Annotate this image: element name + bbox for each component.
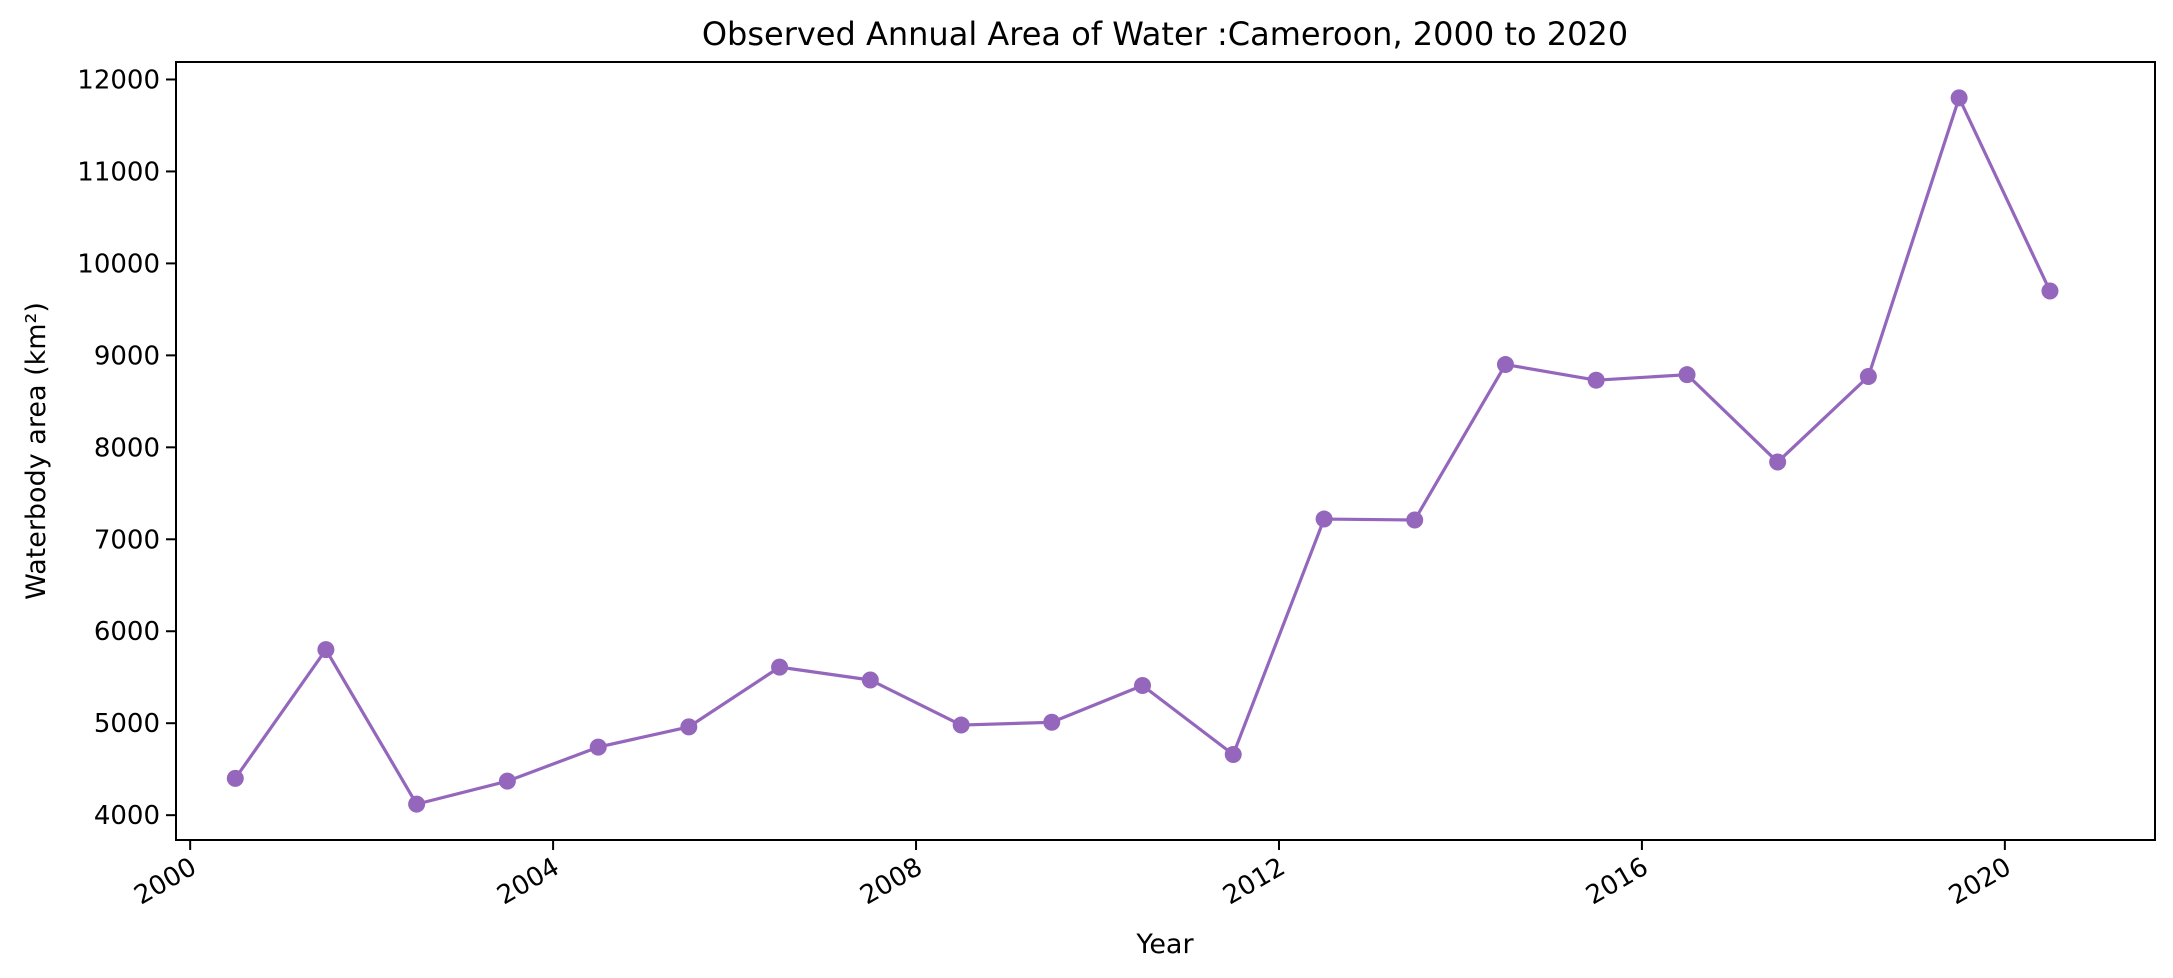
data-point: [680, 718, 698, 736]
y-tick-label: 4000: [94, 801, 160, 831]
data-point: [1496, 356, 1514, 374]
data-point: [408, 795, 426, 813]
data-point: [1043, 713, 1061, 731]
data-point: [589, 738, 607, 756]
data-point: [1134, 677, 1152, 695]
x-tick-label: 2016: [1581, 852, 1653, 911]
x-tick-label: 2000: [129, 852, 201, 911]
y-tick-label: 6000: [94, 617, 160, 647]
chart-title: Observed Annual Area of Water :Cameroon,…: [702, 15, 1628, 53]
data-point: [2041, 282, 2059, 300]
y-tick-label: 7000: [94, 525, 160, 555]
data-point: [1950, 89, 1968, 107]
x-tick-label: 2004: [492, 852, 564, 911]
x-tick-label: 2020: [1944, 852, 2016, 911]
data-point: [861, 671, 879, 689]
series-line: [233, 96, 2052, 806]
y-axis: 4000 5000 6000 7000 8000 9000 10000 11000 12000: [77, 65, 176, 831]
data-point: [1315, 510, 1333, 528]
data-point: [498, 772, 516, 790]
y-axis-label: Waterbody area (km²): [21, 302, 52, 600]
y-tick-label: 9000: [94, 341, 160, 371]
data-point: [1678, 366, 1696, 384]
data-point: [317, 641, 335, 659]
y-tick-label: 8000: [94, 433, 160, 463]
y-tick-label: 5000: [94, 709, 160, 739]
y-tick-label: 10000: [77, 249, 160, 279]
data-point: [952, 716, 970, 734]
data-point: [1859, 368, 1877, 386]
x-tick-label: 2008: [855, 852, 927, 911]
data-point: [1224, 745, 1242, 763]
x-axis: 2000 2004 2008 2012 2016 2020: [129, 840, 2016, 911]
data-point: [1406, 511, 1424, 529]
x-axis-label: Year: [1135, 929, 1194, 960]
x-tick-label: 2012: [1218, 852, 1290, 911]
data-point: [1769, 453, 1787, 471]
y-tick-label: 12000: [77, 65, 160, 95]
data-point: [1587, 371, 1605, 389]
data-point: [771, 658, 789, 676]
plot-area: [226, 89, 2059, 813]
data-point: [226, 769, 244, 787]
plot-frame: [175, 61, 2156, 841]
y-tick-label: 11000: [77, 157, 160, 187]
